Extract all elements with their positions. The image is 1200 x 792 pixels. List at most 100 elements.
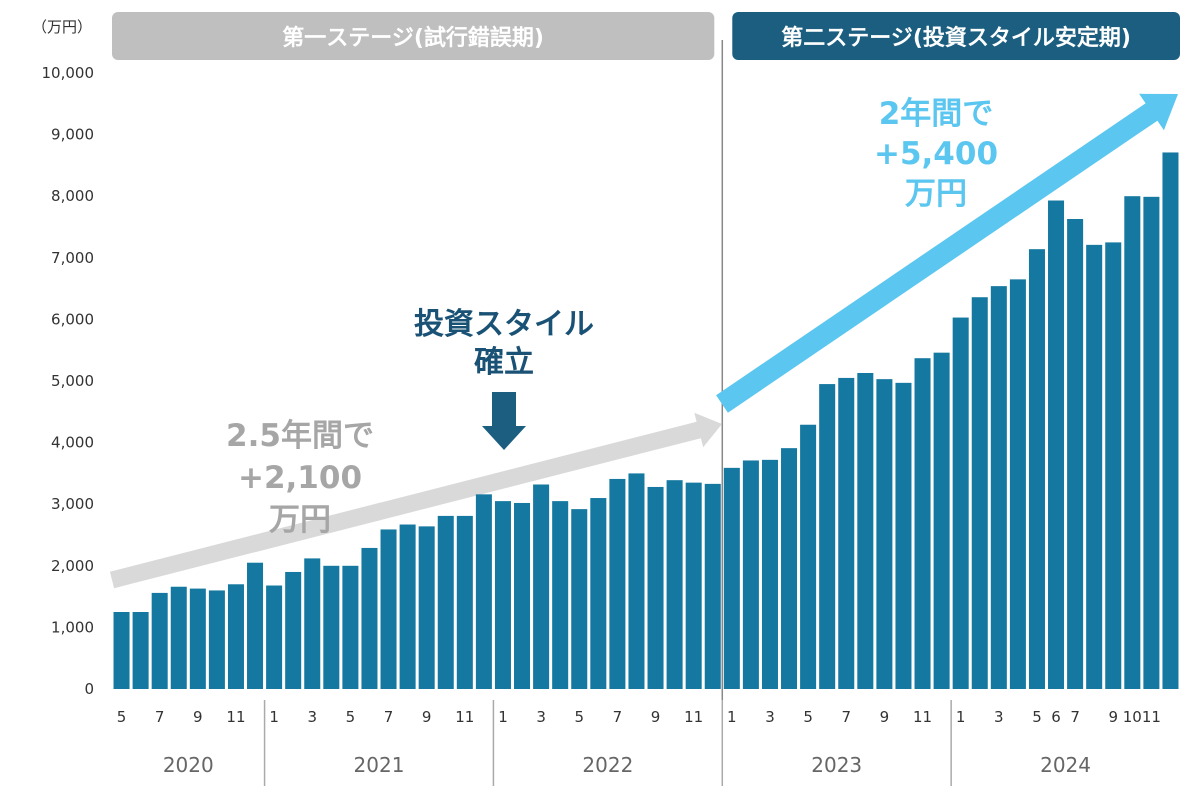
bar [1162, 152, 1179, 690]
bar [609, 478, 626, 689]
bar [1105, 242, 1122, 689]
x-tick-label: 11 [226, 708, 245, 726]
x-tick-label: 1 [956, 708, 966, 726]
stage-headers: 第一ステージ(試行錯誤期) 第二ステージ(投資スタイル安定期) [112, 12, 1180, 700]
bar [380, 529, 397, 689]
bar [895, 382, 912, 689]
bar [361, 547, 378, 689]
bar [1143, 196, 1160, 690]
x-tick-label: 11 [1142, 708, 1161, 726]
y-tick-label: 3,000 [51, 495, 94, 513]
y-tick-label: 2,000 [51, 557, 94, 575]
stage1-growth-label: 2.5年間で [226, 418, 374, 454]
bar [800, 424, 817, 689]
x-tick-label: 10 [1123, 708, 1142, 726]
y-axis: 0 1,000 2,000 3,000 4,000 5,000 6,000 7,000 8,00… [42, 64, 95, 698]
style-established-label: 投資スタイル [414, 307, 594, 342]
bar [323, 565, 340, 689]
bar [342, 565, 359, 689]
stage2-growth-label: +5,400 [874, 136, 998, 172]
x-tick-label: 3 [536, 708, 546, 726]
bar [590, 498, 607, 689]
bar [170, 586, 187, 689]
bar [819, 384, 836, 689]
stage-header-label: 第二ステージ(投資スタイル安定期) [781, 25, 1131, 51]
bar [723, 467, 740, 689]
stage-header-label: 第一ステージ(試行錯誤期) [282, 25, 544, 51]
bar [437, 515, 454, 689]
stage1-growth-label: +2,100 [238, 460, 362, 496]
year-label: 2023 [811, 753, 862, 777]
x-axis: 5 7 9 11 1 3 5 7 9 11 1 3 5 7 9 11 1 3 5 7 9 11 1 3 5 6 7 9 10 112020… [117, 700, 1161, 786]
bar [971, 297, 988, 689]
x-tick-label: 5 [117, 708, 127, 726]
stage2-growth-label: 2年間で [879, 96, 994, 132]
stage2-growth-arrow [716, 93, 1178, 413]
x-tick-label: 7 [1070, 708, 1080, 726]
x-tick-label: 7 [841, 708, 851, 726]
stage1-growth-arrow [109, 412, 722, 589]
x-tick-label: 1 [498, 708, 508, 726]
stage2-growth-label: 万円 [905, 176, 967, 212]
growth-arrows [109, 93, 1178, 589]
y-tick-label: 0 [84, 680, 94, 698]
bar [990, 286, 1007, 689]
bar [475, 494, 492, 689]
y-unit-label: （万円） [32, 18, 92, 36]
x-tick-label: 3 [994, 708, 1004, 726]
bar [1028, 249, 1045, 689]
x-tick-label: 9 [1108, 708, 1118, 726]
x-tick-label: 7 [384, 708, 394, 726]
bar [533, 484, 550, 689]
x-tick-label: 11 [455, 708, 474, 726]
year-label: 2022 [582, 753, 633, 777]
bar [781, 448, 798, 689]
bar [113, 612, 130, 689]
year-label: 2020 [163, 753, 214, 777]
bar [285, 571, 302, 689]
stage-header-box [732, 12, 1180, 60]
bar [456, 515, 473, 689]
bar [742, 460, 759, 689]
x-tick-label: 5 [1032, 708, 1042, 726]
y-tick-label: 1,000 [51, 618, 94, 636]
bar [933, 352, 950, 689]
y-tick-label: 6,000 [51, 310, 94, 328]
bar [1067, 218, 1084, 689]
x-tick-label: 9 [193, 708, 203, 726]
bar [247, 562, 264, 689]
x-tick-label: 5 [803, 708, 813, 726]
bar [1086, 244, 1103, 689]
x-tick-label: 7 [613, 708, 623, 726]
x-tick-label: 6 [1051, 708, 1061, 726]
y-tick-label: 4,000 [51, 434, 94, 452]
x-tick-label: 9 [422, 708, 432, 726]
bar [132, 612, 149, 689]
x-tick-label: 9 [651, 708, 661, 726]
x-tick-label: 9 [880, 708, 890, 726]
bar [1009, 279, 1026, 689]
bar [399, 524, 416, 689]
x-tick-label: 3 [307, 708, 317, 726]
stage-header-box [112, 12, 715, 60]
bars [113, 152, 1179, 690]
bar [418, 526, 435, 689]
y-tick-label: 5,000 [51, 372, 94, 390]
stage1-growth-label: 万円 [269, 502, 331, 538]
bar [494, 501, 511, 689]
bar [208, 590, 225, 689]
bar [857, 372, 874, 689]
bar [1048, 200, 1065, 689]
bar [876, 379, 893, 689]
x-tick-label: 3 [765, 708, 775, 726]
bar [227, 584, 244, 689]
bar [761, 459, 778, 689]
bar [1124, 196, 1141, 689]
x-tick-label: 11 [913, 708, 932, 726]
bar [189, 588, 206, 689]
x-tick-label: 1 [727, 708, 737, 726]
bar [952, 317, 969, 689]
year-label: 2024 [1040, 753, 1091, 777]
